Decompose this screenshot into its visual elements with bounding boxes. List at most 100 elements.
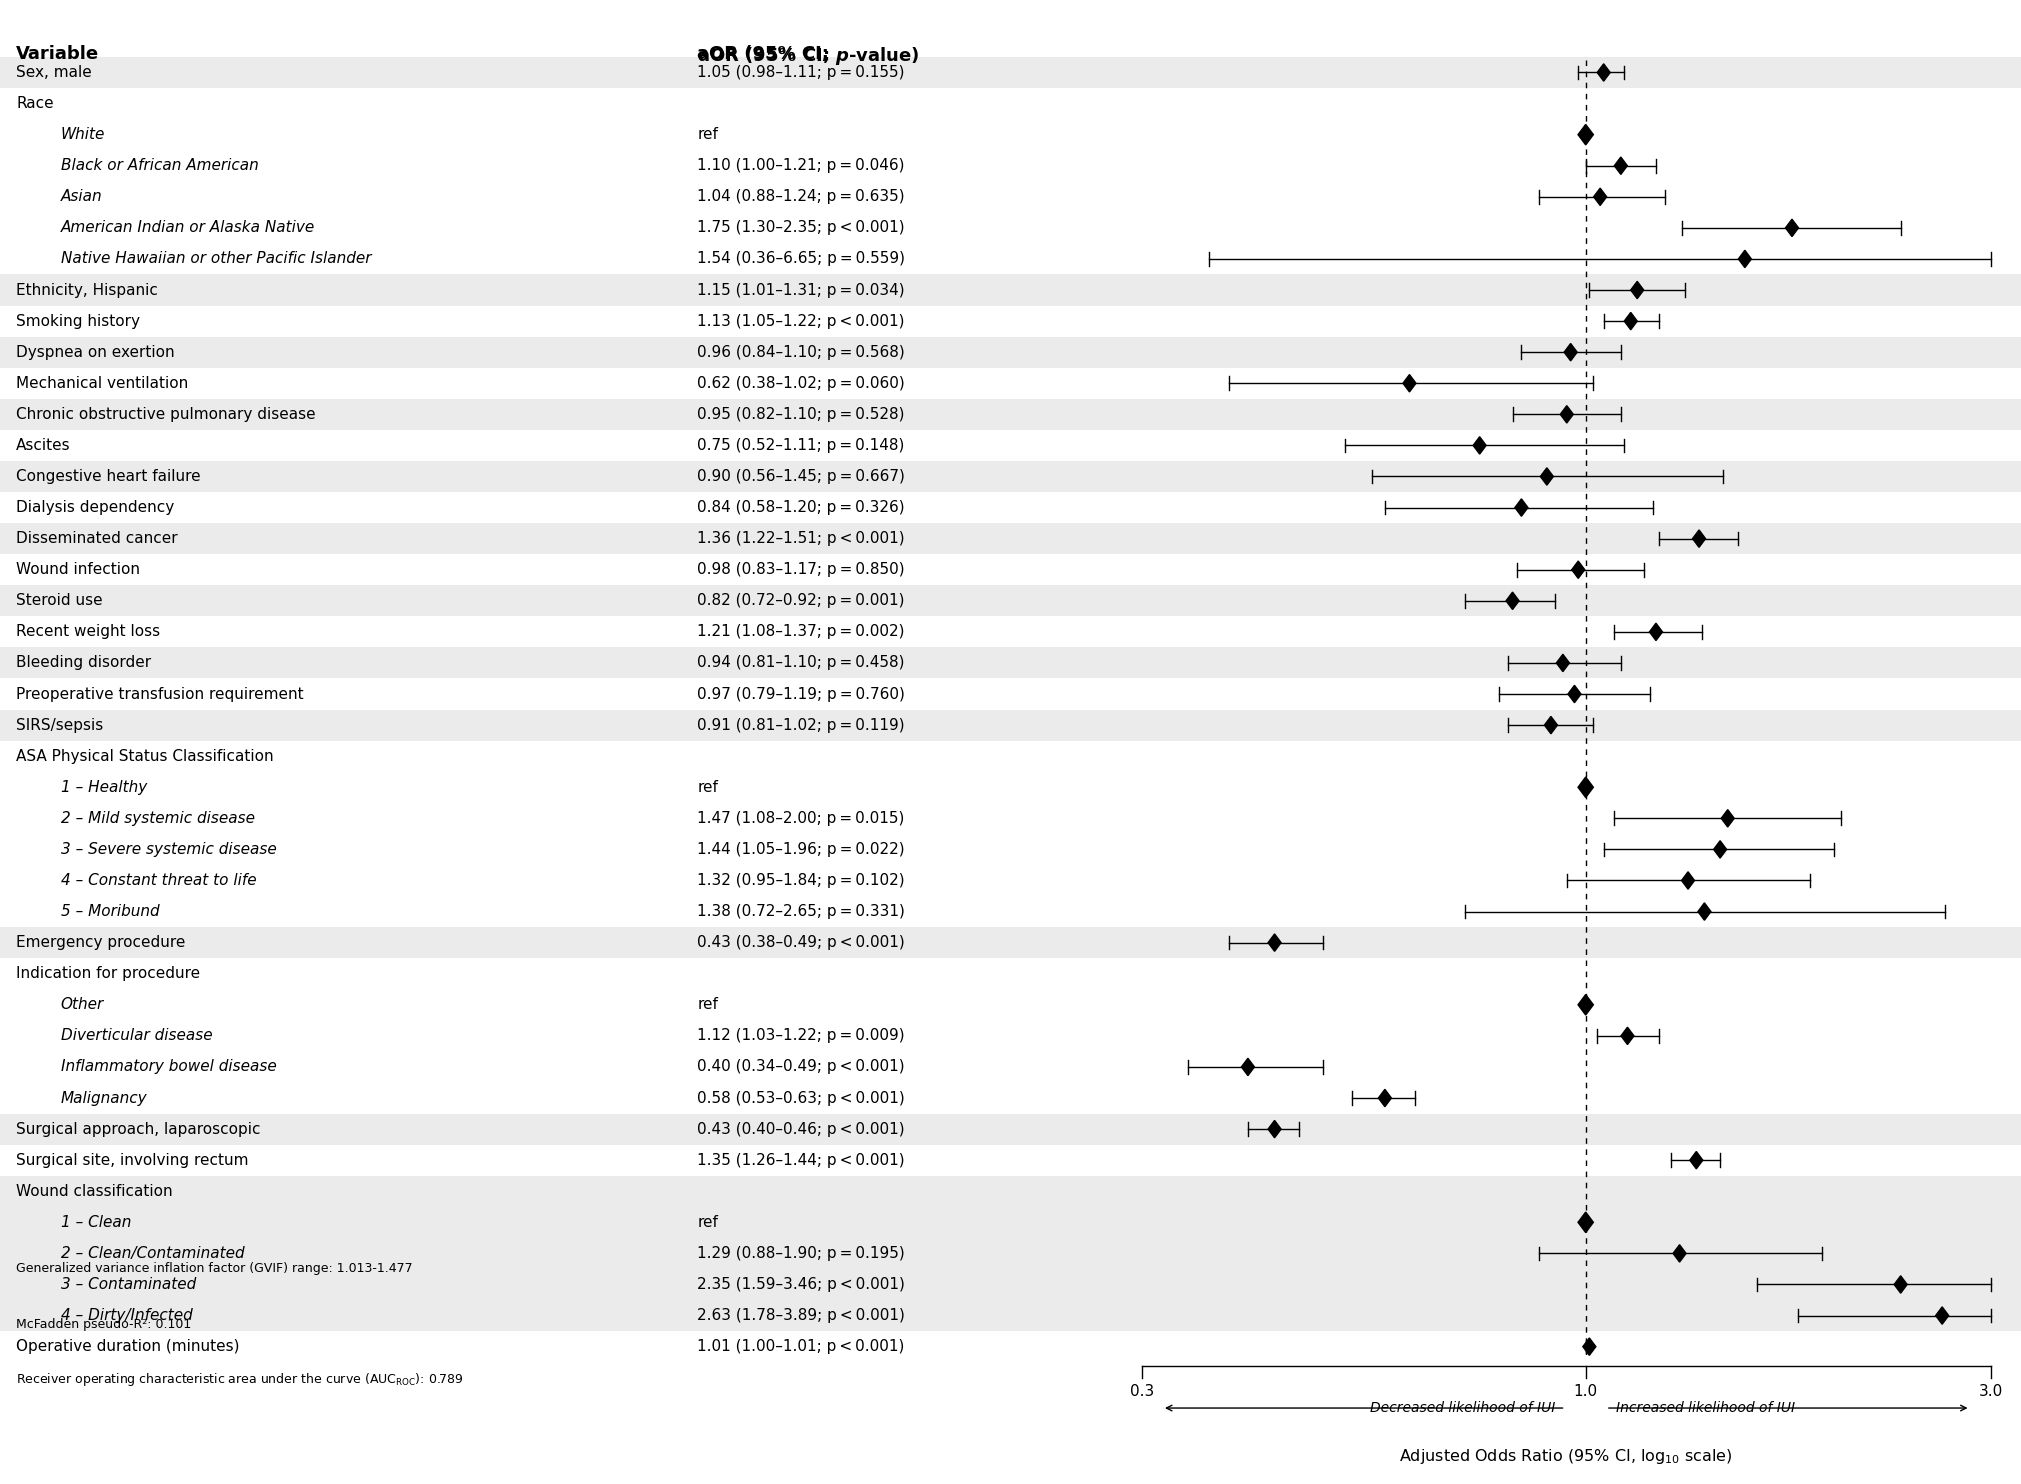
Text: Indication for procedure: Indication for procedure — [16, 966, 200, 981]
Polygon shape — [1690, 1152, 1704, 1169]
Bar — [0, 522, 2021, 554]
Polygon shape — [1738, 251, 1752, 267]
Text: 0.97 (0.79–1.19; p = 0.760): 0.97 (0.79–1.19; p = 0.760) — [697, 687, 905, 702]
Text: Congestive heart failure: Congestive heart failure — [16, 469, 200, 484]
Text: 1.10 (1.00–1.21; p = 0.046): 1.10 (1.00–1.21; p = 0.046) — [697, 159, 905, 174]
Text: Recent weight loss: Recent weight loss — [16, 625, 160, 640]
Text: 0.40 (0.34–0.49; p < 0.001): 0.40 (0.34–0.49; p < 0.001) — [697, 1060, 905, 1074]
Text: Malignancy: Malignancy — [61, 1091, 148, 1106]
Text: Asian: Asian — [61, 190, 103, 205]
Polygon shape — [1560, 405, 1572, 423]
Text: Dyspnea on exertion: Dyspnea on exertion — [16, 344, 174, 359]
Polygon shape — [1692, 530, 1706, 548]
Polygon shape — [1894, 1276, 1908, 1293]
Polygon shape — [1714, 841, 1726, 858]
Text: 0.82 (0.72–0.92; p = 0.001): 0.82 (0.72–0.92; p = 0.001) — [697, 594, 905, 608]
Text: ref: ref — [697, 997, 717, 1012]
Text: 1.15 (1.01–1.31; p = 0.034): 1.15 (1.01–1.31; p = 0.034) — [697, 282, 905, 297]
Text: 0.84 (0.58–1.20; p = 0.326): 0.84 (0.58–1.20; p = 0.326) — [697, 500, 905, 515]
Text: Ethnicity, Hispanic: Ethnicity, Hispanic — [16, 282, 158, 297]
Text: 3 – Contaminated: 3 – Contaminated — [61, 1276, 196, 1293]
Text: 1 – Healthy: 1 – Healthy — [61, 779, 148, 795]
Text: Operative duration (minutes): Operative duration (minutes) — [16, 1339, 240, 1353]
Text: Diverticular disease: Diverticular disease — [61, 1028, 212, 1043]
Text: 4 – Dirty/Infected: 4 – Dirty/Infected — [61, 1307, 192, 1324]
Text: 5 – Moribund: 5 – Moribund — [61, 904, 160, 919]
Text: aOR (95% CI; $\bfit{p}$-value): aOR (95% CI; $\bfit{p}$-value) — [697, 45, 920, 67]
Polygon shape — [1698, 902, 1712, 920]
Polygon shape — [1267, 1120, 1281, 1138]
Text: 1.32 (0.95–1.84; p = 0.102): 1.32 (0.95–1.84; p = 0.102) — [697, 873, 905, 887]
Polygon shape — [1564, 343, 1576, 361]
Polygon shape — [1785, 220, 1799, 236]
Polygon shape — [1582, 1339, 1597, 1355]
Text: Chronic obstructive pulmonary disease: Chronic obstructive pulmonary disease — [16, 407, 315, 421]
Text: 1.29 (0.88–1.90; p = 0.195): 1.29 (0.88–1.90; p = 0.195) — [697, 1247, 905, 1261]
Text: 1.47 (1.08–2.00; p = 0.015): 1.47 (1.08–2.00; p = 0.015) — [697, 810, 905, 825]
Text: Ascites: Ascites — [16, 438, 71, 453]
Text: 2 – Clean/Contaminated: 2 – Clean/Contaminated — [61, 1247, 245, 1261]
Bar — [0, 399, 2021, 430]
Text: 0.43 (0.38–0.49; p < 0.001): 0.43 (0.38–0.49; p < 0.001) — [697, 935, 905, 950]
Text: Adjusted Odds Ratio (95% CI, log$_{10}$ scale): Adjusted Odds Ratio (95% CI, log$_{10}$ … — [1399, 1447, 1734, 1466]
Text: 1.54 (0.36–6.65; p = 0.559): 1.54 (0.36–6.65; p = 0.559) — [697, 251, 905, 267]
Text: 4 – Constant threat to life: 4 – Constant threat to life — [61, 873, 257, 887]
Text: aOR (95% CI;: aOR (95% CI; — [697, 45, 835, 62]
Text: Generalized variance inflation factor (GVIF) range: 1.013-1.477: Generalized variance inflation factor (G… — [16, 1261, 412, 1275]
Polygon shape — [1267, 933, 1281, 951]
Bar — [0, 647, 2021, 678]
Polygon shape — [1595, 188, 1607, 205]
Text: 1.35 (1.26–1.44; p < 0.001): 1.35 (1.26–1.44; p < 0.001) — [697, 1153, 905, 1168]
Text: 2.63 (1.78–3.89; p < 0.001): 2.63 (1.78–3.89; p < 0.001) — [697, 1307, 905, 1324]
Text: 0.75 (0.52–1.11; p = 0.148): 0.75 (0.52–1.11; p = 0.148) — [697, 438, 905, 453]
Text: 1 – Clean: 1 – Clean — [61, 1215, 131, 1230]
Text: Race: Race — [16, 96, 55, 111]
Text: 0.98 (0.83–1.17; p = 0.850): 0.98 (0.83–1.17; p = 0.850) — [697, 562, 905, 577]
Polygon shape — [1506, 592, 1520, 610]
Text: 0.90 (0.56–1.45; p = 0.667): 0.90 (0.56–1.45; p = 0.667) — [697, 469, 905, 484]
Text: Wound infection: Wound infection — [16, 562, 139, 577]
Text: 0.43 (0.40–0.46; p < 0.001): 0.43 (0.40–0.46; p < 0.001) — [697, 1122, 905, 1137]
Text: 1.12 (1.03–1.22; p = 0.009): 1.12 (1.03–1.22; p = 0.009) — [697, 1028, 905, 1043]
Bar — [0, 1300, 2021, 1331]
Text: ref: ref — [697, 779, 717, 795]
Text: 0.94 (0.81–1.10; p = 0.458): 0.94 (0.81–1.10; p = 0.458) — [697, 656, 905, 671]
Polygon shape — [1625, 313, 1637, 329]
Text: Bleeding disorder: Bleeding disorder — [16, 656, 152, 671]
Text: 1.05 (0.98–1.11; p = 0.155): 1.05 (0.98–1.11; p = 0.155) — [697, 65, 905, 80]
Text: Decreased likelihood of IUI: Decreased likelihood of IUI — [1370, 1401, 1556, 1416]
Text: 0.58 (0.53–0.63; p < 0.001): 0.58 (0.53–0.63; p < 0.001) — [697, 1091, 905, 1106]
Text: Inflammatory bowel disease: Inflammatory bowel disease — [61, 1060, 277, 1074]
Text: Sex, male: Sex, male — [16, 65, 91, 80]
Polygon shape — [1568, 686, 1580, 703]
Text: 0.3: 0.3 — [1130, 1385, 1154, 1399]
Text: Surgical site, involving rectum: Surgical site, involving rectum — [16, 1153, 249, 1168]
Text: 1.13 (1.05–1.22; p < 0.001): 1.13 (1.05–1.22; p < 0.001) — [697, 313, 905, 328]
Text: 0.62 (0.38–1.02; p = 0.060): 0.62 (0.38–1.02; p = 0.060) — [697, 375, 905, 390]
Polygon shape — [1673, 1245, 1686, 1261]
Polygon shape — [1572, 561, 1584, 579]
Text: 0.96 (0.84–1.10; p = 0.568): 0.96 (0.84–1.10; p = 0.568) — [697, 344, 905, 359]
Bar — [0, 1269, 2021, 1300]
Bar — [0, 275, 2021, 306]
Polygon shape — [1578, 125, 1593, 145]
Polygon shape — [1544, 717, 1558, 733]
Text: Emergency procedure: Emergency procedure — [16, 935, 186, 950]
Text: 1.21 (1.08–1.37; p = 0.002): 1.21 (1.08–1.37; p = 0.002) — [697, 625, 905, 640]
Text: Wound classification: Wound classification — [16, 1184, 172, 1199]
Text: 3.0: 3.0 — [1979, 1385, 2003, 1399]
Polygon shape — [1516, 499, 1528, 516]
Polygon shape — [1597, 64, 1611, 82]
Text: SIRS/sepsis: SIRS/sepsis — [16, 718, 103, 733]
Bar — [0, 1238, 2021, 1269]
Bar — [0, 462, 2021, 493]
Text: 0.95 (0.82–1.10; p = 0.528): 0.95 (0.82–1.10; p = 0.528) — [697, 407, 905, 421]
Text: American Indian or Alaska Native: American Indian or Alaska Native — [61, 220, 315, 236]
Polygon shape — [1241, 1058, 1255, 1076]
Bar — [0, 1206, 2021, 1238]
Text: Dialysis dependency: Dialysis dependency — [16, 500, 174, 515]
Polygon shape — [1621, 1027, 1635, 1045]
Text: Disseminated cancer: Disseminated cancer — [16, 531, 178, 546]
Text: 0.91 (0.81–1.02; p = 0.119): 0.91 (0.81–1.02; p = 0.119) — [697, 718, 905, 733]
Text: 1.01 (1.00–1.01; p < 0.001): 1.01 (1.00–1.01; p < 0.001) — [697, 1339, 905, 1353]
